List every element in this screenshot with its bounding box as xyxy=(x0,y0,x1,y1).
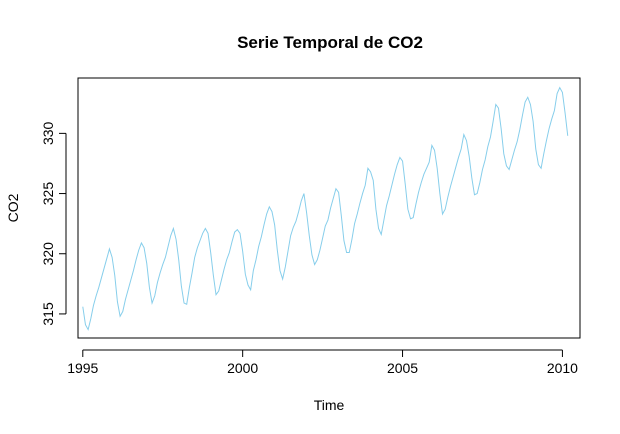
chart-title: Serie Temporal de CO2 xyxy=(237,33,423,52)
plot-frame xyxy=(77,77,581,339)
y-tick-label: 315 xyxy=(40,302,56,326)
y-axis-label: CO2 xyxy=(5,193,21,222)
y-tick-label: 325 xyxy=(40,182,56,206)
x-tick-label: 2000 xyxy=(227,360,258,376)
y-tick-label: 330 xyxy=(40,121,56,145)
y-tick-label: 320 xyxy=(40,242,56,266)
y-axis: 315 320 325 330 xyxy=(40,121,67,326)
co2-series-line xyxy=(82,86,569,331)
x-tick-label: 1995 xyxy=(67,360,98,376)
x-axis: 1995 2000 2005 2010 xyxy=(67,349,578,376)
x-tick-label: 2005 xyxy=(387,360,418,376)
x-tick-label: 2010 xyxy=(547,360,578,376)
x-axis-label: Time xyxy=(314,397,345,413)
